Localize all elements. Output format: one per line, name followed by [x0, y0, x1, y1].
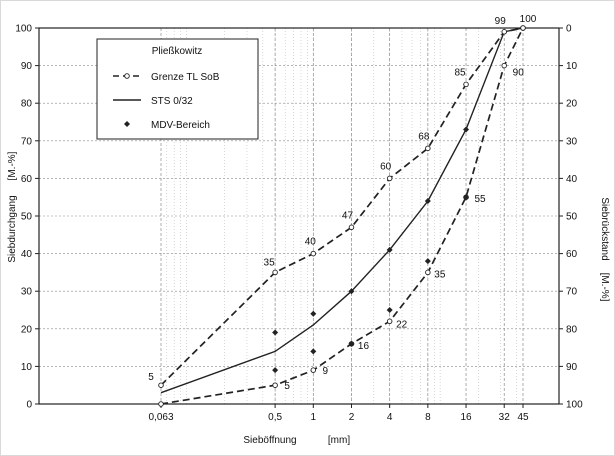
marker-layer — [158, 25, 526, 407]
y2-tick-label: 10 — [566, 61, 578, 72]
grenze-open-circle-marker — [501, 29, 507, 35]
y-tick-label: 60 — [21, 174, 33, 185]
y2-tick-label: 60 — [566, 249, 578, 260]
grenze-data-label: 68 — [418, 131, 430, 142]
y-axis-unit: [M.-%] — [7, 151, 18, 180]
y2-tick-label: 40 — [566, 174, 578, 185]
y2-tick-label: 20 — [566, 99, 578, 110]
y-tick-label: 50 — [21, 212, 33, 223]
legend-title: Pließkowitz — [152, 46, 203, 57]
grenze-data-label: 85 — [454, 67, 466, 78]
grenze-open-circle-marker — [463, 81, 469, 88]
x-tick-label: 8 — [425, 412, 431, 423]
grenze-data-label: 16 — [358, 341, 370, 352]
mdv-diamond-marker — [310, 310, 317, 317]
mdv-diamond-marker — [310, 348, 317, 355]
y-tick-label: 90 — [21, 61, 33, 72]
legend-box — [96, 38, 259, 140]
grenze-open-circle-marker — [501, 62, 507, 69]
x-tick-label: 4 — [387, 412, 393, 423]
grenze-data-label: 55 — [474, 194, 486, 205]
x-axis-title: Sieböffnung — [243, 435, 296, 446]
grenze-data-label: 5 — [148, 372, 154, 383]
grenze-data-label: 35 — [264, 257, 276, 268]
y-tick-label: 30 — [21, 287, 33, 298]
mdv-diamond-marker — [386, 307, 393, 313]
grenze-open-circle-marker — [310, 367, 317, 373]
grenze-open-circle-marker — [520, 25, 526, 31]
y-tick-label: 100 — [15, 24, 32, 35]
y-tick-label: 20 — [21, 324, 33, 335]
y2-tick-label: 0 — [566, 24, 572, 35]
grenze-open-circle-marker — [348, 224, 355, 231]
legend-label-sts: STS 0/32 — [151, 96, 193, 107]
y2-axis-unit: [M.-%] — [599, 273, 610, 302]
grenze-data-label: 9 — [323, 366, 329, 377]
y-tick-label: 40 — [21, 249, 33, 260]
y2-tick-label: 50 — [566, 212, 578, 223]
grenze-open-circle-marker — [386, 318, 393, 325]
grenze-data-label: 35 — [434, 269, 446, 280]
legend-label-grenze: Grenze TL SoB — [151, 72, 220, 83]
grenze-data-label: 99 — [495, 16, 507, 27]
mdv-diamond-marker — [348, 288, 355, 295]
grenze-open-circle-marker — [386, 175, 393, 182]
grenze-open-circle-marker — [425, 145, 431, 152]
mdv-diamond-marker — [272, 367, 279, 374]
y2-axis-title: Siebrückstand — [599, 197, 610, 260]
grenze-data-label: 100 — [520, 14, 537, 25]
x-tick-label: 45 — [517, 412, 529, 423]
mdv-diamond-marker — [386, 246, 393, 253]
x-tick-label: 0,063 — [148, 412, 173, 423]
grenze-open-circle-marker — [272, 382, 278, 388]
plot-area-frame — [38, 27, 560, 405]
x-axis-unit: [mm] — [328, 435, 350, 446]
y2-tick-label: 90 — [566, 362, 578, 373]
grenze-open-circle-marker — [158, 401, 164, 407]
x-tick-label: 32 — [499, 412, 511, 423]
y2-tick-label: 70 — [566, 287, 578, 298]
mdv-diamond-marker — [348, 340, 355, 347]
legend: Pließkowitz Grenze TL SoB STS 0/32 MDV-B… — [96, 38, 259, 140]
y-tick-label: 10 — [21, 362, 33, 373]
grenze-data-label: 40 — [305, 237, 317, 248]
y2-tick-label: 30 — [566, 136, 578, 147]
grenze-data-label: 60 — [380, 161, 392, 172]
point-label-layer: 5 35 40 47 60 68 85 99 100 5 9 16 22 35 55 90 — [148, 14, 537, 392]
mdv-diamond-marker — [272, 329, 279, 336]
mdv-diamond-marker — [424, 197, 431, 204]
grenze-open-circle-marker — [272, 269, 278, 276]
y2-tick-label: 100 — [566, 400, 583, 411]
grenze-data-label: 47 — [342, 210, 354, 221]
y-tick-label: 0 — [26, 400, 32, 411]
grenze-data-label: 22 — [396, 319, 408, 330]
grenze-open-circle-marker — [310, 250, 317, 257]
mdv-diamond-marker — [463, 126, 470, 133]
x-tick-label: 0,5 — [268, 412, 282, 423]
x-tick-label: 16 — [460, 412, 472, 423]
x-tick-label: 1 — [311, 412, 317, 423]
y-tick-label: 70 — [21, 136, 33, 147]
legend-diamond-marker — [124, 121, 130, 127]
grenze-data-label: 5 — [284, 381, 290, 392]
grenze-open-circle-marker — [158, 382, 164, 388]
mdv-diamond-marker — [463, 194, 470, 201]
grenze-open-circle-marker — [425, 269, 431, 276]
x-tick-label: 2 — [349, 412, 355, 423]
y-axis-title: Siebdurchgang — [7, 195, 18, 262]
y-tick-label: 80 — [21, 99, 33, 110]
y2-tick-label: 80 — [566, 324, 578, 335]
mdv-diamond-marker — [424, 258, 431, 265]
legend-open-circle — [124, 73, 130, 79]
legend-label-mdv: MDV-Bereich — [151, 120, 210, 131]
grenze-data-label: 90 — [513, 68, 525, 79]
grid — [35, 27, 563, 408]
